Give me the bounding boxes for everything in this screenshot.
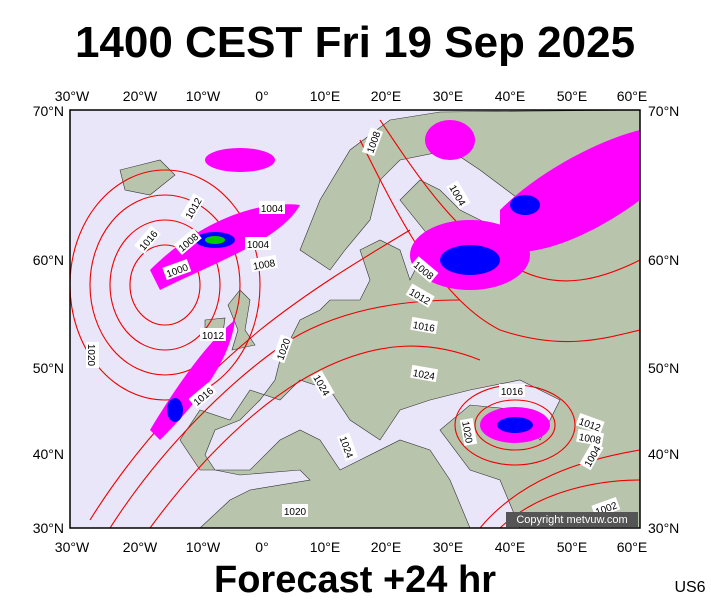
lon-label-top: 30°W: [55, 88, 90, 104]
isobar-label: 1016: [499, 384, 525, 398]
isobar-label-box: [459, 417, 478, 446]
lon-label-bottom: 40°E: [495, 539, 526, 555]
lon-label-bottom: 30°E: [433, 539, 464, 555]
isobar-label-text: 1020: [85, 344, 96, 367]
isobar-label: 1020: [282, 504, 308, 518]
isobar-label-box: [446, 180, 471, 210]
lon-label-bottom: 20°W: [123, 539, 158, 555]
lon-label-top: 10°W: [186, 88, 221, 104]
isobar-label-box: [249, 254, 278, 273]
isobar-label-box: [162, 258, 192, 281]
title: 1400 CEST Fri 19 Sep 2025: [75, 18, 635, 67]
isobar-label-box: [310, 370, 335, 400]
isobar-label-text: 1024: [412, 368, 436, 383]
isobar-label-text: 1016: [412, 320, 436, 335]
lon-label-bottom: 30°W: [55, 539, 90, 555]
isobar-label-box: [361, 127, 384, 157]
lon-label-top: 10°E: [310, 88, 341, 104]
lon-label-top: 60°E: [617, 88, 648, 104]
isobar-label-box: [173, 228, 202, 255]
lon-label-top: 40°E: [495, 88, 526, 104]
isobar-label-text: 1004: [261, 204, 284, 215]
lon-label-bottom: 50°E: [557, 539, 588, 555]
lat-label-right: 30°N: [648, 520, 679, 536]
lat-label-left: 40°N: [33, 446, 64, 462]
isobar-label-box: [410, 256, 439, 283]
lon-label-top: 50°E: [557, 88, 588, 104]
isobar-label-text: 1008: [578, 432, 602, 447]
copyright-box: [506, 512, 638, 527]
isobar-label-box: [259, 201, 285, 214]
isobar-label-text: 1008: [252, 258, 276, 273]
isobar-label: 1008: [249, 254, 278, 273]
isobar-label-box: [575, 412, 605, 435]
isobar-label-box: [499, 384, 525, 397]
isobar-label-box: [200, 328, 226, 341]
lon-label-bottom: 10°W: [186, 539, 221, 555]
isobar-label: 1016: [410, 316, 439, 335]
code-label: US6: [674, 579, 705, 596]
isobar-label-box: [410, 364, 439, 383]
isobar-label-box: [86, 342, 99, 368]
isobar-label-box: [188, 382, 217, 409]
isobar-label: 1012: [200, 328, 226, 342]
isobar-label-box: [336, 432, 359, 462]
lon-label-bottom: 20°E: [371, 539, 402, 555]
isobar-label-box: [576, 428, 605, 447]
isobar-label-text: 1020: [284, 507, 307, 518]
isobar-label-box: [282, 504, 308, 517]
lon-label-top: 20°E: [371, 88, 402, 104]
map: 1016101210081000100410041008100810041008…: [70, 110, 640, 528]
lat-label-left: 70°N: [33, 103, 64, 119]
isobar-label-box: [410, 316, 439, 335]
isobar-label: 1020: [85, 342, 99, 368]
lat-label-right: 60°N: [648, 252, 679, 268]
lat-label-right: 70°N: [648, 103, 679, 119]
lon-label-top: 0°: [255, 88, 268, 104]
isobar-label-box: [405, 283, 435, 308]
lat-label-right: 40°N: [648, 446, 679, 462]
forecast-label: Forecast +24 hr: [214, 559, 496, 600]
isobars: [70, 119, 640, 528]
lat-label-left: 30°N: [33, 520, 64, 536]
isobar-label: 1008: [576, 428, 605, 447]
lon-label-bottom: 0°: [255, 539, 268, 555]
lat-label-left: 50°N: [33, 360, 64, 376]
isobar-label-text: 1012: [202, 331, 225, 342]
lat-label-left: 60°N: [33, 252, 64, 268]
isobar-label-text: 1004: [247, 240, 270, 251]
map-frame: [69, 109, 641, 529]
isobar-label-box: [134, 225, 161, 254]
copyright: Copyright metvuw.com: [516, 514, 627, 526]
isobar-label-text: 1016: [501, 387, 524, 398]
isobar-label: 1020: [459, 417, 478, 446]
isobar-label-box: [271, 334, 294, 364]
isobar-label-text: 1020: [459, 420, 474, 444]
lon-label-top: 20°W: [123, 88, 158, 104]
isobar-label: 1004: [245, 237, 271, 251]
lon-label-top: 30°E: [433, 88, 464, 104]
isobar-label-box: [579, 441, 604, 471]
lat-label-right: 50°N: [648, 360, 679, 376]
isobar-label: 1004: [259, 201, 285, 215]
isobar-label-box: [245, 237, 271, 250]
isobar-label: 1024: [410, 364, 439, 383]
lon-label-bottom: 10°E: [310, 539, 341, 555]
isobar-label-box: [180, 193, 205, 223]
lon-label-bottom: 60°E: [617, 539, 648, 555]
